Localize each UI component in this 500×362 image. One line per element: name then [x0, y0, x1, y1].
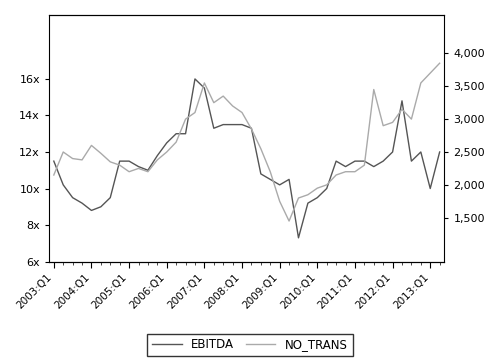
- NO_TRANS: [436, 61, 442, 66]
- NO_TRANS: [239, 110, 245, 115]
- NO_TRANS: [286, 219, 292, 223]
- EBITDA: [211, 126, 217, 130]
- NO_TRANS: [258, 147, 264, 151]
- EBITDA: [88, 208, 94, 212]
- NO_TRANS: [88, 143, 94, 148]
- EBITDA: [314, 195, 320, 200]
- NO_TRANS: [220, 94, 226, 98]
- NO_TRANS: [211, 101, 217, 105]
- NO_TRANS: [145, 169, 151, 174]
- EBITDA: [182, 131, 188, 136]
- NO_TRANS: [268, 169, 274, 174]
- EBITDA: [268, 177, 274, 182]
- NO_TRANS: [399, 107, 405, 111]
- EBITDA: [145, 168, 151, 172]
- Legend: EBITDA, NO_TRANS: EBITDA, NO_TRANS: [148, 334, 352, 356]
- EBITDA: [342, 164, 348, 169]
- NO_TRANS: [116, 163, 122, 167]
- EBITDA: [427, 186, 433, 191]
- EBITDA: [220, 122, 226, 127]
- Line: EBITDA: EBITDA: [54, 79, 440, 238]
- NO_TRANS: [164, 150, 170, 154]
- NO_TRANS: [154, 158, 160, 162]
- EBITDA: [380, 159, 386, 163]
- NO_TRANS: [324, 183, 330, 187]
- NO_TRANS: [202, 81, 207, 85]
- NO_TRANS: [70, 156, 75, 161]
- EBITDA: [296, 236, 302, 240]
- NO_TRANS: [230, 104, 235, 108]
- EBITDA: [202, 86, 207, 90]
- NO_TRANS: [98, 151, 104, 155]
- NO_TRANS: [418, 81, 424, 85]
- NO_TRANS: [126, 169, 132, 174]
- EBITDA: [126, 159, 132, 163]
- EBITDA: [362, 159, 368, 163]
- EBITDA: [116, 159, 122, 163]
- NO_TRANS: [182, 117, 188, 121]
- NO_TRANS: [352, 169, 358, 174]
- EBITDA: [51, 159, 57, 163]
- EBITDA: [390, 150, 396, 154]
- EBITDA: [248, 126, 254, 130]
- NO_TRANS: [60, 150, 66, 154]
- NO_TRANS: [380, 123, 386, 128]
- EBITDA: [70, 195, 75, 200]
- EBITDA: [239, 122, 245, 127]
- NO_TRANS: [296, 196, 302, 200]
- EBITDA: [371, 164, 377, 169]
- NO_TRANS: [427, 71, 433, 75]
- EBITDA: [136, 164, 141, 169]
- EBITDA: [286, 177, 292, 182]
- Line: NO_TRANS: NO_TRANS: [54, 63, 440, 221]
- NO_TRANS: [276, 199, 282, 203]
- NO_TRANS: [333, 173, 339, 177]
- NO_TRANS: [371, 87, 377, 92]
- EBITDA: [60, 183, 66, 187]
- NO_TRANS: [136, 166, 141, 171]
- NO_TRANS: [248, 127, 254, 131]
- EBITDA: [276, 183, 282, 187]
- NO_TRANS: [305, 193, 311, 197]
- NO_TRANS: [314, 186, 320, 190]
- EBITDA: [192, 77, 198, 81]
- NO_TRANS: [342, 169, 348, 174]
- NO_TRANS: [173, 140, 179, 144]
- NO_TRANS: [51, 173, 57, 177]
- NO_TRANS: [408, 117, 414, 121]
- NO_TRANS: [362, 163, 368, 167]
- EBITDA: [324, 186, 330, 191]
- EBITDA: [305, 201, 311, 205]
- EBITDA: [79, 201, 85, 205]
- NO_TRANS: [79, 158, 85, 162]
- EBITDA: [333, 159, 339, 163]
- EBITDA: [164, 141, 170, 145]
- EBITDA: [436, 150, 442, 154]
- EBITDA: [173, 131, 179, 136]
- EBITDA: [258, 172, 264, 176]
- EBITDA: [98, 205, 104, 209]
- EBITDA: [352, 159, 358, 163]
- EBITDA: [399, 99, 405, 103]
- NO_TRANS: [390, 120, 396, 125]
- NO_TRANS: [192, 110, 198, 115]
- EBITDA: [230, 122, 235, 127]
- EBITDA: [408, 159, 414, 163]
- EBITDA: [154, 153, 160, 158]
- EBITDA: [108, 195, 114, 200]
- EBITDA: [418, 150, 424, 154]
- NO_TRANS: [108, 160, 114, 164]
